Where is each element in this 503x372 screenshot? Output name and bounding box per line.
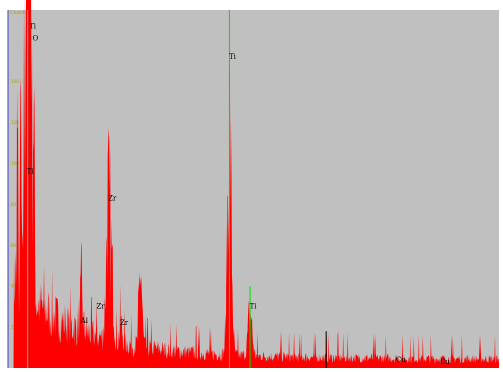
- peak-label: O: [33, 35, 39, 43]
- peak-label: Ti: [27, 168, 35, 176]
- y-axis-unit-label: Counts: [10, 10, 28, 16]
- y-tick-label: 80: [11, 202, 17, 207]
- y-tick-label: 60: [11, 243, 17, 248]
- y-tick-label: 120: [11, 120, 19, 125]
- y-tick-label: 100: [11, 161, 19, 166]
- element-marker-lines: [27, 10, 251, 368]
- peak-label: Ti: [229, 53, 237, 61]
- y-tick-label: 40: [11, 284, 17, 289]
- peak-label: Al: [80, 317, 89, 325]
- peak-annotations: Ti O Ti Zr Ti Zr Al Zr Ti Cu Cu: [27, 22, 451, 365]
- peak-label: Ti: [29, 22, 37, 30]
- peak-label: Cu: [440, 358, 450, 366]
- plot-background: [8, 10, 499, 368]
- peak-label: Zr: [120, 319, 129, 327]
- peak-label: Zr: [96, 303, 105, 311]
- peak-label: Zr: [108, 194, 117, 202]
- y-tick-label: 140: [11, 79, 19, 84]
- spectrum-area: [8, 0, 499, 368]
- peak-label: Cu: [396, 356, 406, 364]
- peak-label: Ti: [250, 303, 258, 311]
